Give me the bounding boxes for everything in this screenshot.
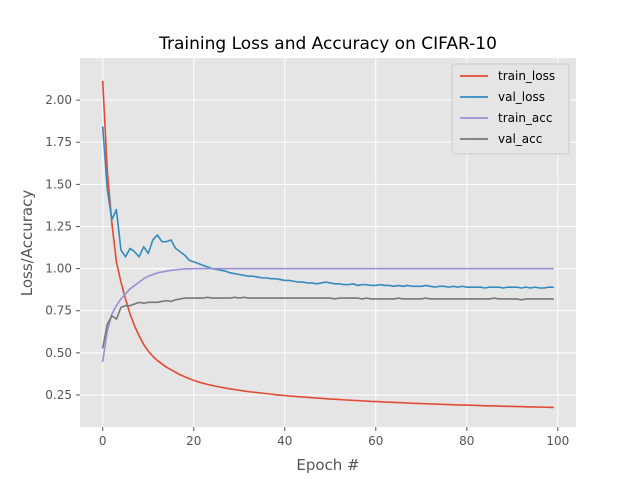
- x-axis: 0 20 40 60 80 100: [99, 427, 569, 448]
- series-line-train-loss: [101, 80, 555, 409]
- x-tick-label: 0: [99, 434, 107, 448]
- legend-label-train-acc: train_acc: [498, 111, 552, 125]
- y-tick-label: 0.75: [45, 304, 72, 318]
- legend-box: [451, 63, 570, 155]
- x-axis-label: Epoch #: [296, 456, 359, 474]
- series-lines: [101, 80, 555, 409]
- x-tick-label: 20: [186, 434, 201, 448]
- y-tick-label: 0.50: [45, 346, 72, 360]
- chart-title: Training Loss and Accuracy on CIFAR-10: [158, 34, 497, 54]
- y-tick-label: 1.25: [45, 219, 72, 233]
- y-tick-label: 1.75: [45, 135, 72, 149]
- y-tick-label: 2.00: [45, 93, 72, 107]
- y-tick-label: 1.50: [45, 177, 72, 191]
- series-line-val-acc: [101, 296, 555, 349]
- y-tick-label: 0.25: [45, 388, 72, 402]
- y-axis: 0.25 0.50 0.75 1.00 1.25 1.50 1.75 2.00: [45, 93, 80, 402]
- legend-label-val-loss: val_loss: [498, 90, 545, 104]
- x-tick-label: 60: [368, 434, 383, 448]
- x-tick-label: 40: [277, 434, 292, 448]
- y-axis-label: Loss/Accuracy: [18, 190, 36, 297]
- legend: train_loss val_loss train_acc val_acc: [451, 63, 570, 155]
- series-line-train-acc: [101, 267, 555, 363]
- x-tick-label: 80: [459, 434, 474, 448]
- y-tick-label: 1.00: [45, 262, 72, 276]
- legend-label-val-acc: val_acc: [498, 132, 542, 146]
- x-tick-label: 100: [546, 434, 569, 448]
- series-line-val-loss: [101, 126, 555, 289]
- legend-label-train-loss: train_loss: [498, 69, 555, 83]
